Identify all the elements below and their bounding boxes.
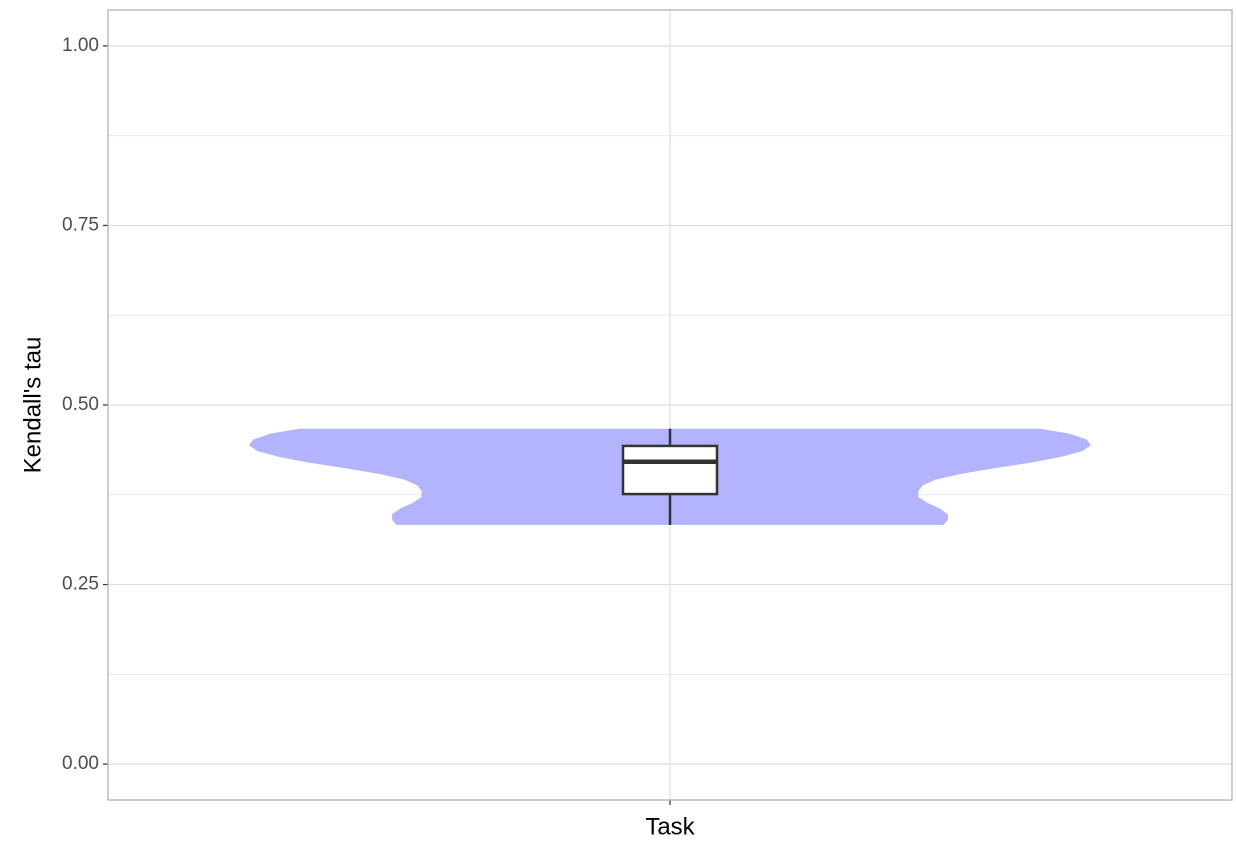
y-tick-label: 0.00 <box>62 753 99 774</box>
x-tick-label: Task <box>645 813 695 840</box>
y-tick-label: 0.75 <box>62 214 99 235</box>
y-tick-label: 1.00 <box>62 35 99 56</box>
y-tick-label: 0.50 <box>62 394 99 415</box>
y-axis-title: Kendall's tau <box>19 337 46 474</box>
panel-border <box>107 9 1233 801</box>
box <box>621 444 719 496</box>
y-tick-label: 0.25 <box>62 574 99 595</box>
